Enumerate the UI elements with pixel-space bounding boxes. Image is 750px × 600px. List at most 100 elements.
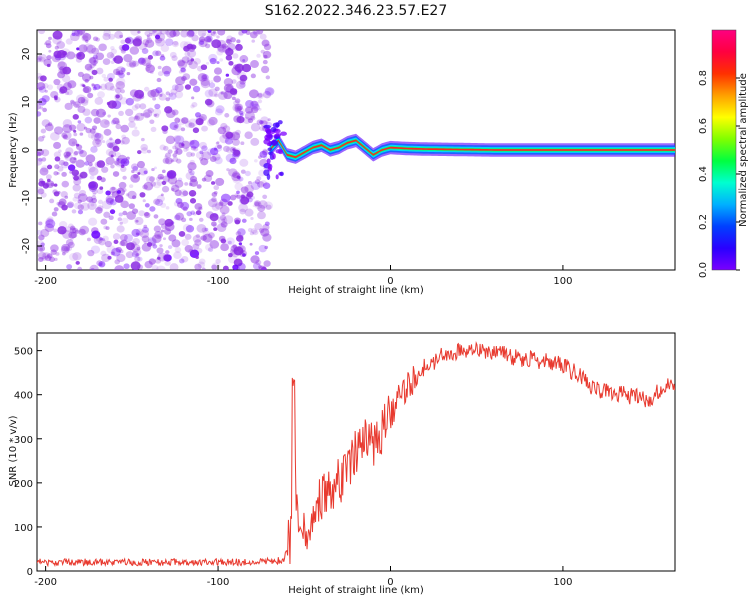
spectrogram-noise-cell xyxy=(253,159,258,163)
spectrogram-noise-cell xyxy=(250,228,258,234)
spectrogram-noise-cell xyxy=(168,234,177,242)
spectrogram-noise-cell xyxy=(65,239,74,246)
spectrogram-noise-cell xyxy=(254,202,263,210)
spectrogram-noise-cell xyxy=(73,150,79,156)
spectrogram-noise-cell xyxy=(231,96,236,101)
spectrogram-noise-cell xyxy=(41,255,48,262)
spectrogram-noise-cell xyxy=(117,70,124,76)
colorbar-ticks: 0.0 0.2 0.4 0.6 0.8 xyxy=(698,70,740,278)
spectrogram-noise-cell xyxy=(188,122,195,129)
spectrogram-noise-cell xyxy=(262,224,270,231)
spectrogram-noise-cell xyxy=(93,63,97,67)
spectrogram-noise-cell xyxy=(147,107,154,114)
spectrogram-noise-cell xyxy=(120,158,130,167)
spectrogram-noise-cell xyxy=(126,71,131,76)
spectrogram-noise-cell xyxy=(105,197,114,205)
spectrogram-start-cluster-cell xyxy=(270,139,279,147)
spectrogram-noise-cell xyxy=(93,132,104,142)
spectrogram-noise-cell xyxy=(165,206,170,210)
spectrogram-noise-cell xyxy=(77,199,82,204)
spectrogram-noise-cell xyxy=(129,46,140,55)
spectrogram-noise-cell xyxy=(179,41,189,49)
spectrogram-noise-cell xyxy=(120,67,126,73)
spectrogram-noise-cell xyxy=(189,139,200,149)
spectrogram-noise-cell xyxy=(38,86,47,93)
spectrogram-noise-cell xyxy=(54,164,60,170)
spectrogram-noise-cell xyxy=(38,53,47,62)
spectrogram-noise-cell xyxy=(146,37,153,44)
spectrogram-noise-cell xyxy=(263,260,271,267)
spectrogram-noise-cell xyxy=(240,186,249,194)
spectrogram-noise-cell xyxy=(41,119,51,127)
spectrogram-noise-cell xyxy=(225,48,234,56)
spectrogram-noise-cell xyxy=(234,47,239,52)
spectrogram-noise-cell xyxy=(109,190,115,195)
spectrogram-noise-cell xyxy=(216,223,227,233)
spectrogram-noise-cell xyxy=(99,237,103,241)
spectrogram-noise-cell xyxy=(37,86,43,92)
spectrogram-noise-cell xyxy=(51,211,58,217)
chart-title: S162.2022.346.23.57.E27 xyxy=(265,3,448,19)
spectrogram-noise-cell xyxy=(134,256,141,262)
spectrogram-noise-cell xyxy=(42,107,48,113)
spectrogram-noise-cell xyxy=(258,107,262,111)
spectrogram-noise-cell xyxy=(221,43,228,49)
spectrogram-noise-cell xyxy=(181,56,190,64)
spectrogram-noise-cell xyxy=(264,245,269,250)
spectrogram-noise-cell xyxy=(210,31,218,37)
spectrogram-noise-cell xyxy=(98,85,103,89)
spectrogram-noise-cell xyxy=(149,119,155,125)
spectrogram-noise-cell xyxy=(53,78,61,86)
spectrogram-noise-cell xyxy=(89,182,95,187)
spectrogram-noise-cell xyxy=(258,200,268,209)
spectrogram-start-cluster-cell xyxy=(263,124,271,129)
spectrogram-noise-cell xyxy=(264,221,270,226)
spectrogram-noise-cell xyxy=(200,64,208,71)
spectrogram-noise-cell xyxy=(83,126,88,130)
spectrogram-start-cluster-cell xyxy=(263,138,271,145)
spectrogram-noise-cell xyxy=(95,206,103,214)
spectrogram-noise-cell xyxy=(69,227,77,234)
spectrogram-noise-cell xyxy=(132,36,143,46)
spectrogram-noise-cell xyxy=(113,55,124,64)
spectrogram-noise-cell xyxy=(181,140,191,149)
spectrogram-noise-cell xyxy=(83,86,92,94)
spectrogram-noise-cell xyxy=(235,80,246,90)
spectrogram-noise-cell xyxy=(75,94,86,104)
spectrogram-noise-cell xyxy=(214,144,223,152)
spectrogram-noise-cell xyxy=(96,160,106,168)
spectrogram-start-cluster-cell xyxy=(275,174,279,180)
spectrogram-noise-cell xyxy=(144,39,155,48)
spectrogram-noise-cell xyxy=(162,129,168,135)
spectrogram-noise-cell xyxy=(88,181,97,189)
spectrogram-noise-cell xyxy=(90,245,101,254)
spectrogram-noise-cell xyxy=(42,251,51,259)
spectrogram-noise-cell xyxy=(45,217,54,226)
spectrogram-noise-cell xyxy=(222,125,231,133)
spectrogram-noise-cell xyxy=(200,79,211,89)
spectrogram-noise-cell xyxy=(148,258,156,265)
spectrogram-noise-cell xyxy=(42,135,46,139)
spectrogram-x-tick-label-0: -200 xyxy=(34,276,57,287)
spectrogram-noise-cell xyxy=(257,99,263,104)
spectrogram-noise-cell xyxy=(233,246,244,256)
spectrogram-noise-cell xyxy=(125,251,134,259)
spectrogram-noise-cell xyxy=(258,265,267,270)
spectrogram-noise-cell xyxy=(240,169,246,174)
spectrogram-noise-cell xyxy=(174,117,181,123)
spectrogram-noise-cell xyxy=(251,39,256,43)
spectrogram-noise-cell xyxy=(198,258,206,265)
spectrogram-start-cluster-cell xyxy=(279,171,284,177)
spectrogram-noise-cell xyxy=(150,88,160,98)
spectrogram-noise-cell xyxy=(214,93,219,98)
spectrogram-noise-cell xyxy=(61,243,71,252)
spectrogram-noise-cell xyxy=(147,149,151,154)
spectrogram-noise-cell xyxy=(265,75,271,80)
spectrogram-noise-cell xyxy=(242,59,246,62)
spectrogram-x-label: Height of straight line (km) xyxy=(288,285,424,296)
spectrogram-noise-cell xyxy=(178,189,188,198)
spectrogram-noise-cell xyxy=(77,204,85,211)
spectrogram-noise-cell xyxy=(116,77,126,86)
spectrogram-noise-cell xyxy=(151,167,155,172)
spectrogram-y-tick-label-1: -10 xyxy=(21,190,32,206)
